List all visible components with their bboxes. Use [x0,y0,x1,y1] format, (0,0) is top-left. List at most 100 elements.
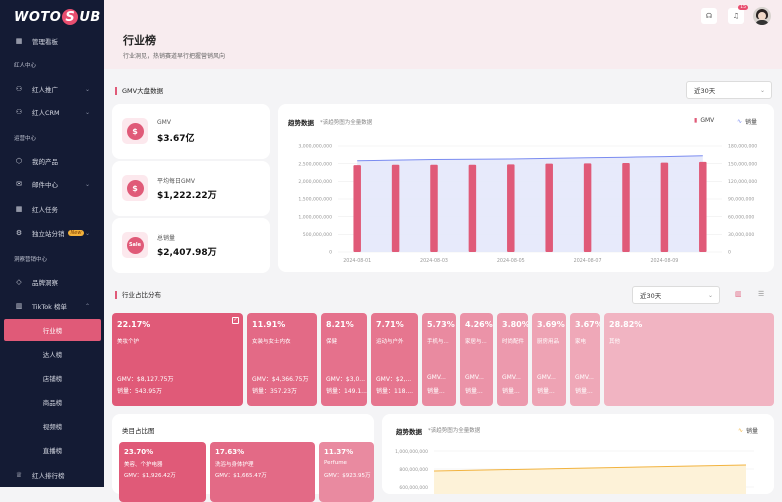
industry-tile[interactable]: 3.67% 家电 GMV... 销量... [570,313,600,406]
nav-influencer-crm[interactable]: ⚇ 红人CRM ⌄ [0,105,104,119]
trend2-card: 趋势数据 *该趋势图为全量数据 ∿ 销量 1,000,000,000 800,00… [382,414,774,494]
x-tick-label: 2024-08-03 [420,258,448,264]
sidebar-item-video-rank[interactable]: 视频榜 [42,423,63,431]
line-chart-icon: ∿ [737,118,743,125]
kpi-value: $1,222.22万 [157,191,217,201]
industry-tile[interactable]: 7.71% 运动与户外 GMV：$2,... 销量：118.... [371,313,418,406]
chart-view-icon[interactable]: ▥ [735,290,742,298]
bar-chart-icon: ▮ [694,117,698,124]
trend2-tick: 600,000,000 [399,485,428,491]
industry-tile[interactable]: 28.82% 其他 [604,313,774,406]
category-title: 类目占比图 [122,427,155,435]
industry-tile[interactable]: 3.69% 厨房用品 GMV... 销量... [532,313,566,406]
gmv-bar [545,163,553,252]
gmv-section-title: GMV大盘数据 [115,87,163,95]
y-tick-label-left: 1,500,000,000 [298,197,332,203]
mail-icon: ✉ [16,180,22,188]
industry-period-select[interactable]: 近30天 ⌄ [632,286,720,304]
chart-title: 趋势数据 [288,119,314,127]
x-tick-label: 2024-08-07 [574,258,602,264]
category-card: 类目占比图 23.70% 美容、个护电器 GMV：$1,926.42万 17.6… [112,414,374,502]
y-tick-label-left: 0 [329,250,332,256]
chevron-down-icon: ⌄ [84,108,90,116]
kpi-label: 总销量 [157,235,176,242]
trend2-line [433,464,747,472]
industry-tile[interactable]: 22.17% 美妆个护 GMV：$8,127.75万 销量：543.95万 ✓ [112,313,243,406]
list-view-icon[interactable]: ☰ [758,290,765,298]
trend2-tick: 800,000,000 [399,467,428,473]
kpi-value: $2,407.98万 [157,248,217,258]
nav-mail-center[interactable]: ✉ 邮件中心 ⌄ [0,177,104,191]
trend2-chart-svg: 1,000,000,000 800,000,000 600,000,000 [395,449,754,494]
nav-standalone-distribution[interactable]: ⚙ 独立站分销 New ⌄ [0,226,104,240]
industry-tile[interactable]: 4.26% 家居与... GMV... 销量... [460,313,493,406]
notification-badge: 15 [738,5,748,10]
sales-area [357,155,703,252]
y-tick-label-left: 1,000,000,000 [298,214,332,220]
legend-sales[interactable]: ∿ 销量 [738,427,759,435]
diamond-icon: ◇ [16,278,22,286]
bell-icon: ♫ [732,12,740,20]
y-tick-label-right: 150,000,000 [728,161,757,167]
dollar-icon: $ [122,118,148,144]
sidebar-item-influencer-rank[interactable]: 达人榜 [42,351,63,359]
trophy-icon: ♕ [15,471,23,479]
y-tick-label-right: 0 [728,250,731,256]
y-tick-label-left: 3,000,000,000 [298,144,332,150]
legend-gmv[interactable]: ▮ GMV [694,117,715,124]
category-tile[interactable]: 17.63% 洗浴与身体护理 GMV：$1,665.47万 [210,442,315,502]
sidebar-item-product-rank[interactable]: 商品榜 [42,399,63,407]
y-tick-label-right: 30,000,000 [728,232,754,238]
user-icon: ⚇ [15,108,23,116]
page-subtitle: 行业洞见，热销赛道早行把握营销风向 [123,53,226,60]
new-badge: New [67,230,85,236]
chart-icon: ▥ [15,302,23,310]
box-icon: ⬡ [15,157,23,165]
trend2-title: 趋势数据 [396,428,422,436]
nav-group-operations: 运营中心 [14,136,37,142]
nav-brand-insight[interactable]: ◇ 品牌洞察 [0,275,104,289]
sidebar-item-shop-rank[interactable]: 店铺榜 [42,375,63,383]
avatar[interactable] [753,7,771,25]
brand-logo[interactable]: WOTO S UB [14,9,101,25]
nav-my-products[interactable]: ⬡ 我的产品 [0,154,104,168]
industry-tile[interactable]: 8.21% 保健 GMV：$3,0... 销量：149.1... [321,313,367,406]
chevron-down-icon: ⌄ [707,291,713,299]
notification-button[interactable]: ♫ 15 [728,5,748,24]
nav-influencer-promo[interactable]: ⚇ 红人推广 ⌄ [0,82,104,96]
chevron-down-icon: ⌄ [84,85,90,93]
category-tile[interactable]: 23.70% 美容、个护电器 GMV：$1,926.42万 [119,442,206,502]
chevron-up-icon: ⌃ [84,302,90,310]
industry-tile[interactable]: 3.80% 时尚配件 GMV... 销量... [497,313,528,406]
gmv-period-select[interactable]: 近30天 ⌄ [686,81,772,99]
legend-sales[interactable]: ∿ 销量 [737,118,758,126]
nav-influencer-leaderboard[interactable]: ♕ 红人排行榜 [0,468,104,482]
sales-line [357,155,703,162]
gear-icon: ⚙ [15,229,23,237]
kpi-label: 平均每日GMV [157,178,195,185]
trend-chart-svg: 3,000,000,000 180,000,000 2,500,000,000 150… [298,144,757,264]
sidebar-item-live-rank[interactable]: 直播榜 [42,447,63,455]
gmv-bar [353,165,361,252]
nav-influencer-tasks[interactable]: ▦ 红人任务 [0,202,104,216]
industry-section-title: 行业占比分布 [115,291,161,299]
chevron-down-icon: ⌄ [759,86,765,94]
category-tile[interactable]: 11.37% Perfume GMV：$923.95万 [319,442,374,502]
nav-dashboard[interactable]: ▦ 管理看板 [0,34,104,48]
support-button[interactable]: ☊ [701,8,717,24]
industry-tile[interactable]: 11.91% 女装与女士内衣 GMV：$4,366.75万 销量：357.23万 [247,313,317,406]
y-tick-label-right: 90,000,000 [728,197,754,203]
gmv-bar [391,164,400,252]
x-tick-label: 2024-08-01 [343,258,371,264]
industry-tile[interactable]: 5.73% 手机与... GMV... 销量... [422,313,456,406]
gmv-bar [622,162,630,252]
nav-tiktok-rankings[interactable]: ▥ TikTok 榜单 ⌃ [0,299,104,313]
chart-note: *该趋势图为全量数据 [320,120,373,126]
calendar-icon: ▦ [15,37,23,45]
dollar-icon: $ [122,175,148,201]
gmv-bar [507,164,515,252]
y-tick-label-left: 2,500,000,000 [298,161,332,167]
trend2-tick: 1,000,000,000 [395,449,428,455]
checkbox-icon[interactable]: ✓ [232,317,239,324]
sidebar-item-industry-rank[interactable]: 行业榜 [4,319,101,341]
